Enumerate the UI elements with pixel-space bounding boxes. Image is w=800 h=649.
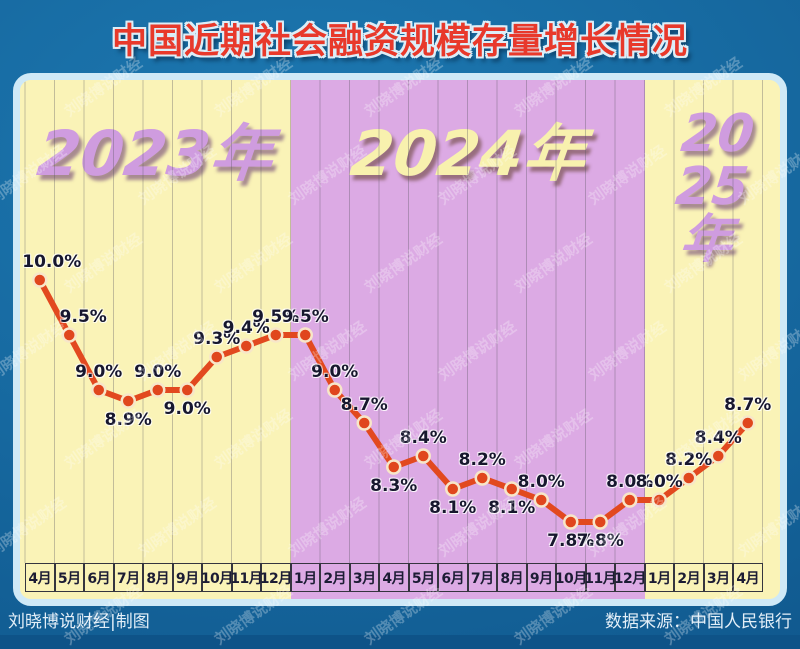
data-label: 7.8% (576, 531, 624, 551)
data-point (681, 470, 697, 486)
data-label: 8.1% (488, 498, 536, 518)
data-label: 10.0% (22, 252, 82, 272)
data-label: 9.0% (163, 399, 211, 419)
line-chart-svg (24, 80, 763, 563)
data-label: 8.9% (104, 410, 152, 430)
data-point (651, 492, 667, 508)
x-axis-cell: 2月 (674, 563, 704, 592)
x-axis-cell: 8月 (497, 563, 527, 592)
data-label: 8.2% (458, 450, 506, 470)
plot-area: 2023年 2024年 20 25 年 10.0% 9.5% 9.0% 8.9% 9.0% 9.0%… (20, 80, 780, 599)
data-point (533, 492, 549, 508)
x-axis-cell: 7月 (113, 563, 143, 592)
data-label: 8.4% (694, 428, 742, 448)
data-point (268, 327, 284, 343)
x-axis-cell: 5月 (408, 563, 438, 592)
data-label: 8.0% (606, 472, 654, 492)
data-point (563, 514, 579, 530)
data-point (209, 349, 225, 365)
data-label: 8.2% (665, 450, 713, 470)
x-axis-cell: 3月 (703, 563, 733, 592)
data-point (710, 448, 726, 464)
data-label: 9.5% (59, 307, 107, 327)
source-note: 数据来源：中国人民银行 (605, 612, 792, 632)
x-axis-cell: 12月 (260, 563, 292, 592)
data-point (32, 272, 48, 288)
x-axis-cell: 9月 (172, 563, 202, 592)
data-label: 9.4% (222, 318, 270, 338)
data-label: 8.0% (517, 472, 565, 492)
data-label: 8.3% (370, 476, 418, 496)
year-band-2024年 (290, 80, 645, 599)
x-axis-cell: 11月 (584, 563, 617, 592)
data-label: 7.8% (547, 531, 595, 551)
x-axis-cell: 2月 (320, 563, 350, 592)
x-axis-cell: 12月 (614, 563, 646, 592)
data-label: 9.0% (311, 362, 359, 382)
data-label: 8.0% (635, 472, 683, 492)
data-point (61, 327, 77, 343)
x-axis-cell: 4月 (733, 563, 763, 592)
data-label: 9.0% (75, 362, 123, 382)
data-point (120, 393, 136, 409)
year-band-2025年 (644, 80, 780, 599)
data-point (297, 327, 313, 343)
data-point (415, 448, 431, 464)
data-point (327, 382, 343, 398)
data-point (504, 481, 520, 497)
data-label: 9.3% (193, 329, 241, 349)
data-label: 9.5% (252, 307, 300, 327)
x-axis-cell: 6月 (84, 563, 114, 592)
x-axis-cell: 5月 (54, 563, 84, 592)
x-axis-cell: 4月 (379, 563, 409, 592)
x-axis-cell: 7月 (467, 563, 497, 592)
data-point (386, 459, 402, 475)
x-axis-cell: 10月 (555, 563, 587, 592)
data-label: 9.0% (134, 362, 182, 382)
x-axis-cell: 4月 (25, 563, 55, 592)
chart-card: 2023年 2024年 20 25 年 10.0% 9.5% 9.0% 8.9% 9.0% 9.0%… (13, 73, 787, 606)
data-label: 8.7% (340, 395, 388, 415)
data-point (356, 415, 372, 431)
x-axis-cell: 10月 (201, 563, 233, 592)
data-point (622, 492, 638, 508)
data-label: 8.4% (399, 428, 447, 448)
page-title: 中国近期社会融资规模存量增长情况 (111, 22, 688, 62)
data-label: 9.5% (281, 307, 329, 327)
data-point (592, 514, 608, 530)
data-label: 8.7% (724, 395, 772, 415)
x-axis-cell: 3月 (349, 563, 379, 592)
data-point (740, 415, 756, 431)
credit-note: 刘晓博说财经|制图 (8, 612, 150, 632)
x-axis-cell: 1月 (290, 563, 320, 592)
data-point (91, 382, 107, 398)
x-axis-cell: 11月 (230, 563, 263, 592)
x-axis-cell: 8月 (143, 563, 173, 592)
x-axis-cell: 1月 (644, 563, 674, 592)
data-point (150, 382, 166, 398)
data-label: 8.1% (429, 498, 477, 518)
x-axis-cell: 9月 (526, 563, 556, 592)
x-axis-cell: 6月 (438, 563, 468, 592)
data-point (238, 338, 254, 354)
data-point (474, 470, 490, 486)
data-point (179, 382, 195, 398)
data-point (445, 481, 461, 497)
